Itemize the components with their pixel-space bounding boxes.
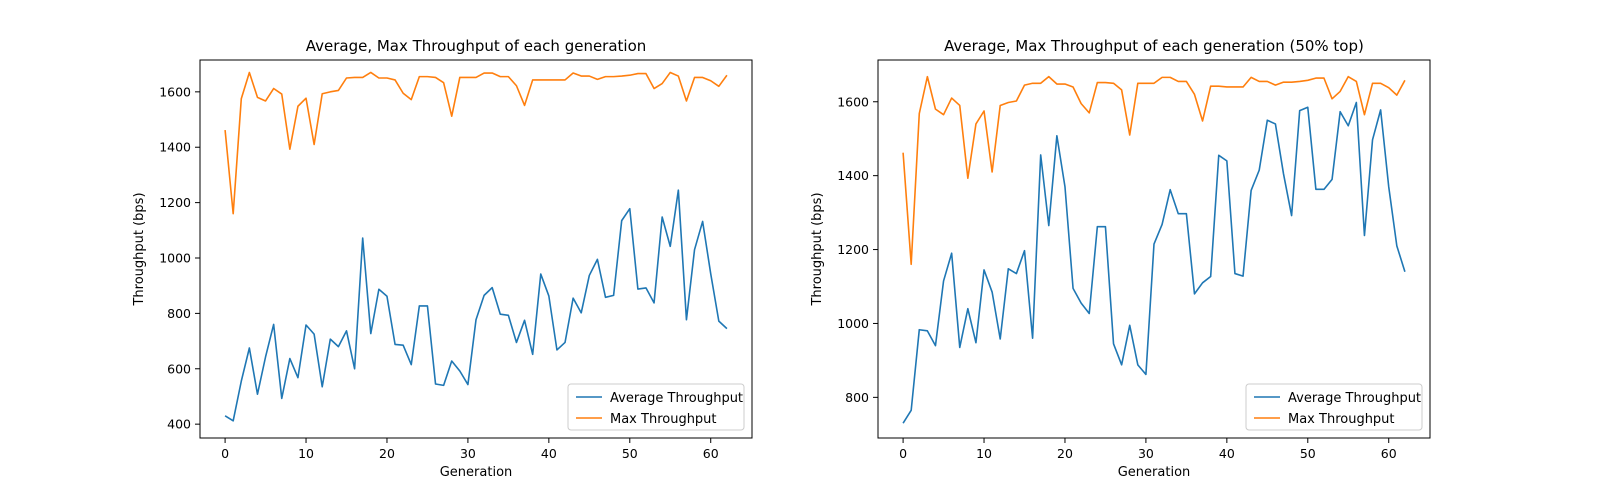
x-tick-label: 20 [1057, 446, 1073, 461]
plot-frame [877, 59, 1431, 439]
legend-label-max: Max Throughput [1288, 412, 1395, 427]
x-tick-label: 60 [1381, 446, 1397, 461]
x-tick-label: 20 [379, 446, 395, 461]
y-tick-label: 1600 [837, 94, 869, 109]
y-tick-label: 1200 [159, 195, 191, 210]
plot-area [224, 71, 728, 422]
series-line-average-throughput [224, 189, 728, 422]
legend-label-average: Average Throughput [1288, 391, 1421, 406]
series-line-max-throughput [902, 75, 1406, 266]
y-tick-label: 600 [167, 361, 191, 376]
x-axis-label: Generation [1118, 465, 1191, 480]
y-tick-label: 400 [167, 417, 191, 432]
legend-frame [567, 383, 745, 431]
series-line-max-throughput [224, 71, 728, 215]
legend: Average Throughput Max Throughput [567, 383, 745, 431]
chart-panel-right: Average, Max Throughput of each generati… [810, 37, 1431, 480]
chart-title: Average, Max Throughput of each generati… [306, 37, 647, 55]
legend: Average Throughput Max Throughput [1245, 383, 1423, 431]
x-tick-label: 60 [703, 446, 719, 461]
x-tick-label: 40 [541, 446, 557, 461]
x-tick-label: 50 [622, 446, 638, 461]
chart-panel-left: Average, Max Throughput of each generati… [132, 37, 753, 480]
plot-area [902, 75, 1406, 424]
x-tick-label: 30 [1138, 446, 1154, 461]
y-axis-label: Throughput (bps) [132, 192, 147, 306]
x-axis-label: Generation [440, 465, 513, 480]
x-tick-label: 40 [1219, 446, 1235, 461]
y-tick-label: 800 [167, 306, 191, 321]
y-tick-label: 1600 [159, 84, 191, 99]
x-tick-label: 10 [976, 446, 992, 461]
y-tick-label: 1400 [159, 140, 191, 155]
legend-label-max: Max Throughput [610, 412, 717, 427]
y-axis-label: Throughput (bps) [810, 192, 825, 306]
series-line-average-throughput [902, 101, 1406, 424]
legend-frame [1245, 383, 1423, 431]
x-tick-label: 50 [1300, 446, 1316, 461]
legend-label-average: Average Throughput [610, 391, 743, 406]
y-tick-label: 1200 [837, 242, 869, 257]
plot-frame [199, 59, 753, 439]
x-tick-label: 0 [221, 446, 229, 461]
y-tick-label: 1400 [837, 168, 869, 183]
x-tick-label: 10 [298, 446, 314, 461]
y-tick-label: 1000 [837, 316, 869, 331]
y-tick-label: 800 [845, 390, 869, 405]
chart-title: Average, Max Throughput of each generati… [944, 37, 1364, 55]
x-tick-label: 0 [899, 446, 907, 461]
y-tick-label: 1000 [159, 251, 191, 266]
x-tick-label: 30 [460, 446, 476, 461]
